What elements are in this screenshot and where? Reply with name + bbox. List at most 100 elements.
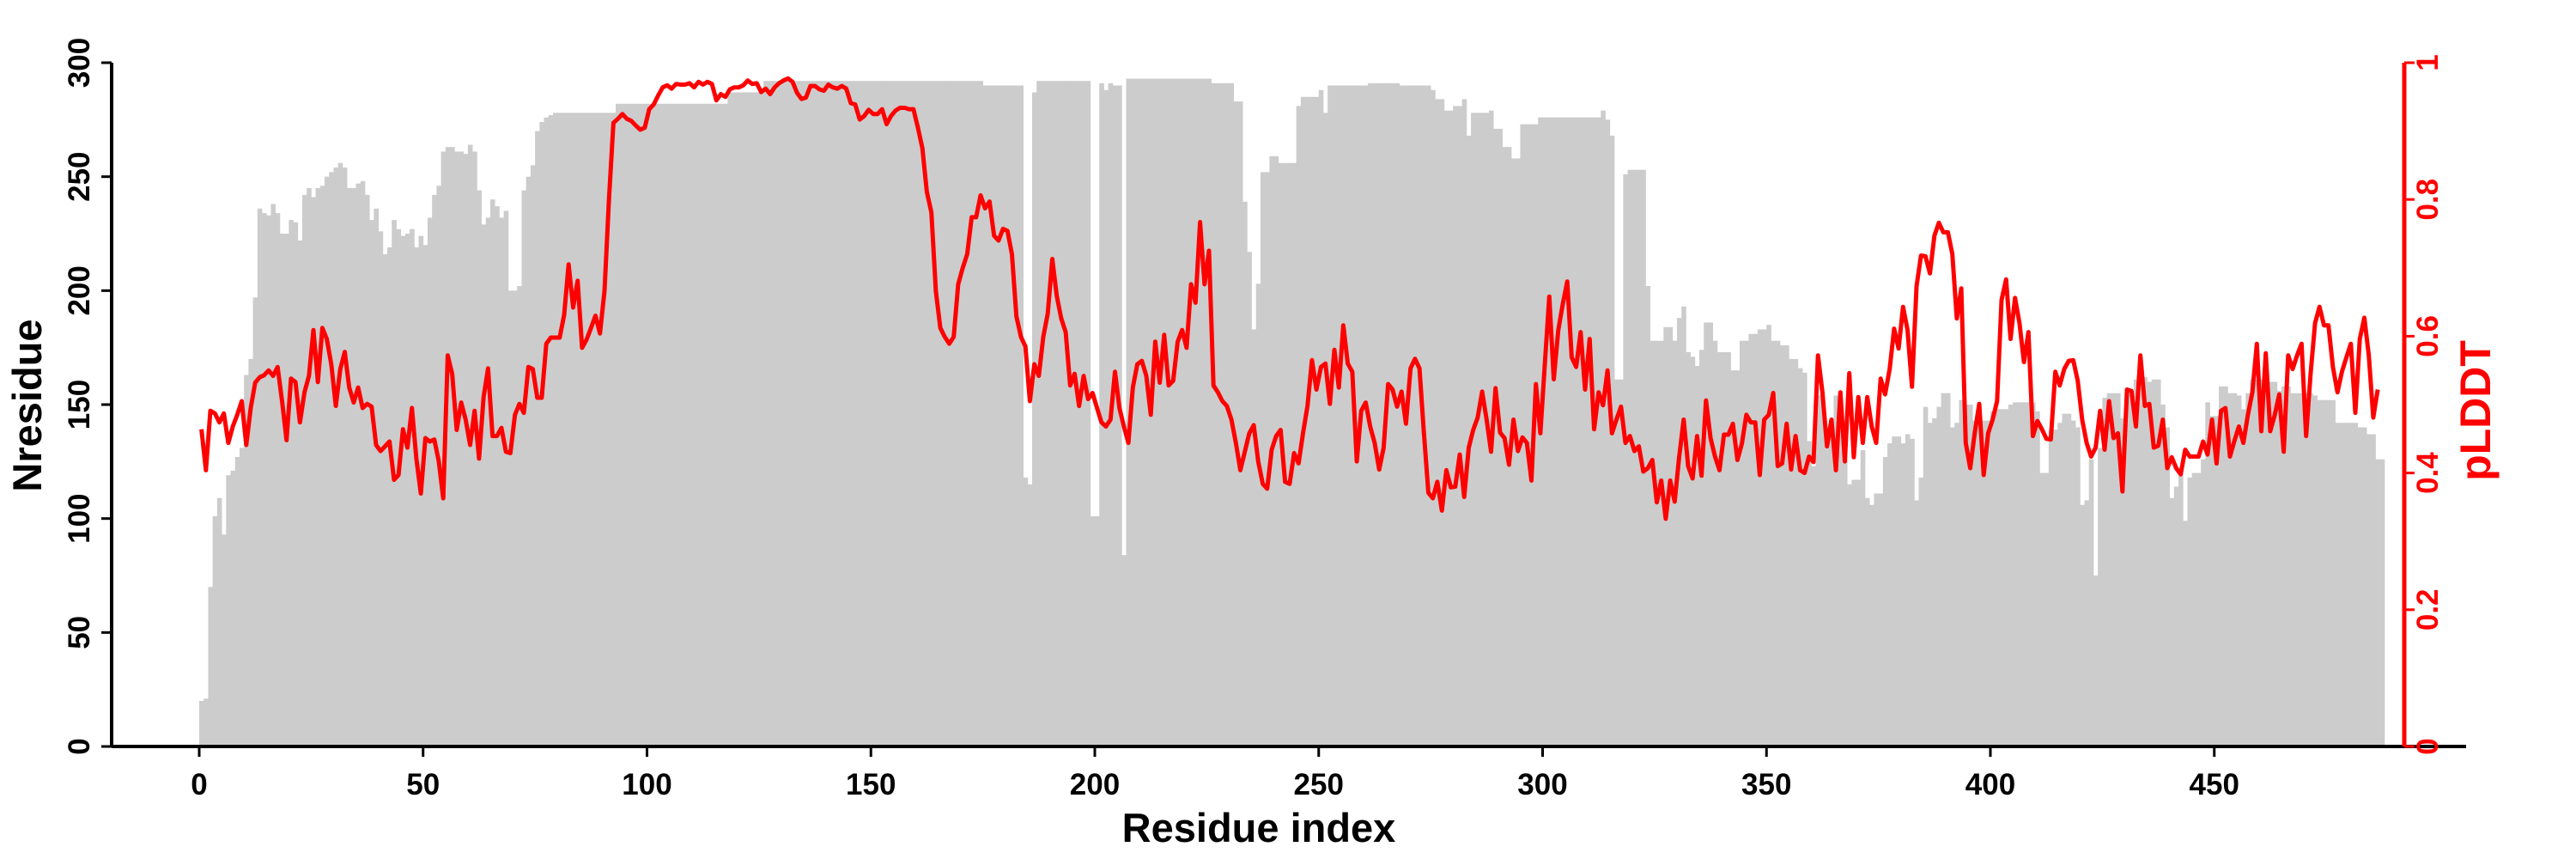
nresidue-bar (2098, 448, 2103, 746)
y-tick-label: 50 (63, 616, 96, 649)
nresidue-bar (1318, 89, 1324, 747)
nresidue-bar (1023, 477, 1029, 746)
nresidue-bar (1000, 85, 1006, 746)
y-tick-label: 300 (63, 38, 96, 88)
nresidue-bar (2214, 416, 2220, 746)
nresidue-bar (1641, 169, 1646, 746)
nresidue-bar (1556, 117, 1561, 746)
nresidue-bar (1443, 110, 1449, 747)
nresidue-bar (1054, 81, 1060, 747)
nresidue-bar (2133, 379, 2139, 746)
y2-tick-label: 0.2 (2411, 588, 2445, 631)
nresidue-bar (602, 113, 607, 746)
nresidue-bar (1126, 78, 1132, 746)
nresidue-bar (946, 81, 952, 747)
nresidue-bar (2062, 413, 2068, 746)
nresidue-bar (2106, 393, 2112, 746)
x-tick-label: 400 (1965, 768, 2015, 801)
nresidue-bar (799, 81, 805, 747)
nresidue-bar (566, 113, 572, 746)
nresidue-bar (794, 81, 800, 747)
nresidue-bar (1095, 516, 1100, 746)
nresidue-bar (244, 375, 249, 746)
nresidue-bar (1619, 379, 1624, 746)
nresidue-bar (1305, 96, 1310, 747)
nresidue-bar (319, 186, 325, 746)
nresidue-bar (1668, 326, 1674, 746)
nresidue-bar (588, 113, 594, 746)
nresidue-bar (1059, 81, 1064, 747)
nresidue-bar (2111, 393, 2117, 746)
nresidue-bar (1649, 340, 1656, 746)
nresidue-bar (2057, 423, 2063, 746)
x-tick-label: 50 (406, 768, 440, 801)
y2-axis-title: pLDDT (2451, 340, 2500, 481)
nresidue-bar (611, 113, 617, 746)
nresidue-bar (1990, 411, 1996, 746)
nresidue-bar (920, 81, 926, 747)
nresidue-bar (1461, 99, 1467, 746)
nresidue-bar (1202, 78, 1207, 746)
nresidue-bar (1892, 436, 1897, 746)
nresidue-bar (1242, 201, 1248, 747)
nresidue-bar (1887, 443, 1893, 746)
nresidue-bar (2201, 459, 2206, 746)
nresidue-bar (1417, 85, 1423, 746)
nresidue-bar (548, 115, 554, 746)
nresidue-bar (539, 121, 544, 747)
nresidue-bar (1748, 333, 1754, 746)
nresidue-bar (1197, 78, 1203, 746)
nresidue-bar (768, 81, 773, 747)
nresidue-bar (2142, 377, 2148, 746)
nresidue-bar (329, 172, 334, 747)
nresidue-bar (2165, 427, 2170, 746)
nresidue-bar (1413, 85, 1418, 746)
nresidue-bar (924, 81, 930, 747)
nresidue-bar (2003, 409, 2009, 746)
nresidue-bar (342, 168, 348, 747)
nresidue-bar (1914, 500, 1919, 746)
nresidue-bar (1900, 443, 1906, 746)
nresidue-bar (1385, 82, 1391, 746)
nresidue-bar (2276, 391, 2282, 746)
nresidue-bar (355, 183, 361, 746)
nresidue-bar (606, 113, 612, 746)
nresidue-bar (705, 103, 710, 746)
nresidue-bar (848, 81, 854, 747)
nresidue-bar (1801, 372, 1807, 746)
nresidue-bar (463, 154, 469, 746)
nresidue-bar (1309, 96, 1315, 747)
nresidue-bar (772, 81, 778, 747)
nresidue-bar (1224, 82, 1230, 746)
nresidue-bar (2268, 381, 2273, 746)
nresidue-bar (1340, 85, 1346, 746)
nresidue-bar (1346, 85, 1351, 746)
nresidue-bar (289, 220, 294, 747)
nresidue-bar (2120, 417, 2125, 746)
nresidue-bar (557, 113, 562, 746)
nresidue-bar (1049, 81, 1055, 747)
nresidue-bar (911, 81, 916, 747)
nresidue-bar (1609, 135, 1615, 746)
nresidue-bar (584, 113, 590, 746)
nresidue-bar (1605, 119, 1611, 746)
nresidue-bar (1237, 101, 1243, 747)
nresidue-bar (2080, 504, 2085, 746)
nresidue-bar (754, 92, 760, 747)
nresidue-bar (906, 81, 912, 747)
nresidue-bar (1838, 420, 1844, 746)
nresidue-bar (853, 81, 859, 747)
nresidue-bar (1789, 358, 1794, 746)
nresidue-bar (239, 448, 245, 746)
nresidue-bar (333, 168, 339, 747)
nresidue-bar (2263, 381, 2269, 746)
nresidue-bar (835, 81, 841, 747)
nresidue-bar (1251, 329, 1257, 746)
nresidue-bar (1188, 78, 1194, 746)
nresidue-bar (933, 81, 939, 747)
nresidue-bar (1211, 82, 1217, 746)
nresidue-bar (517, 286, 522, 746)
nresidue-bar (1766, 325, 1771, 746)
nresidue-bar (472, 151, 477, 747)
